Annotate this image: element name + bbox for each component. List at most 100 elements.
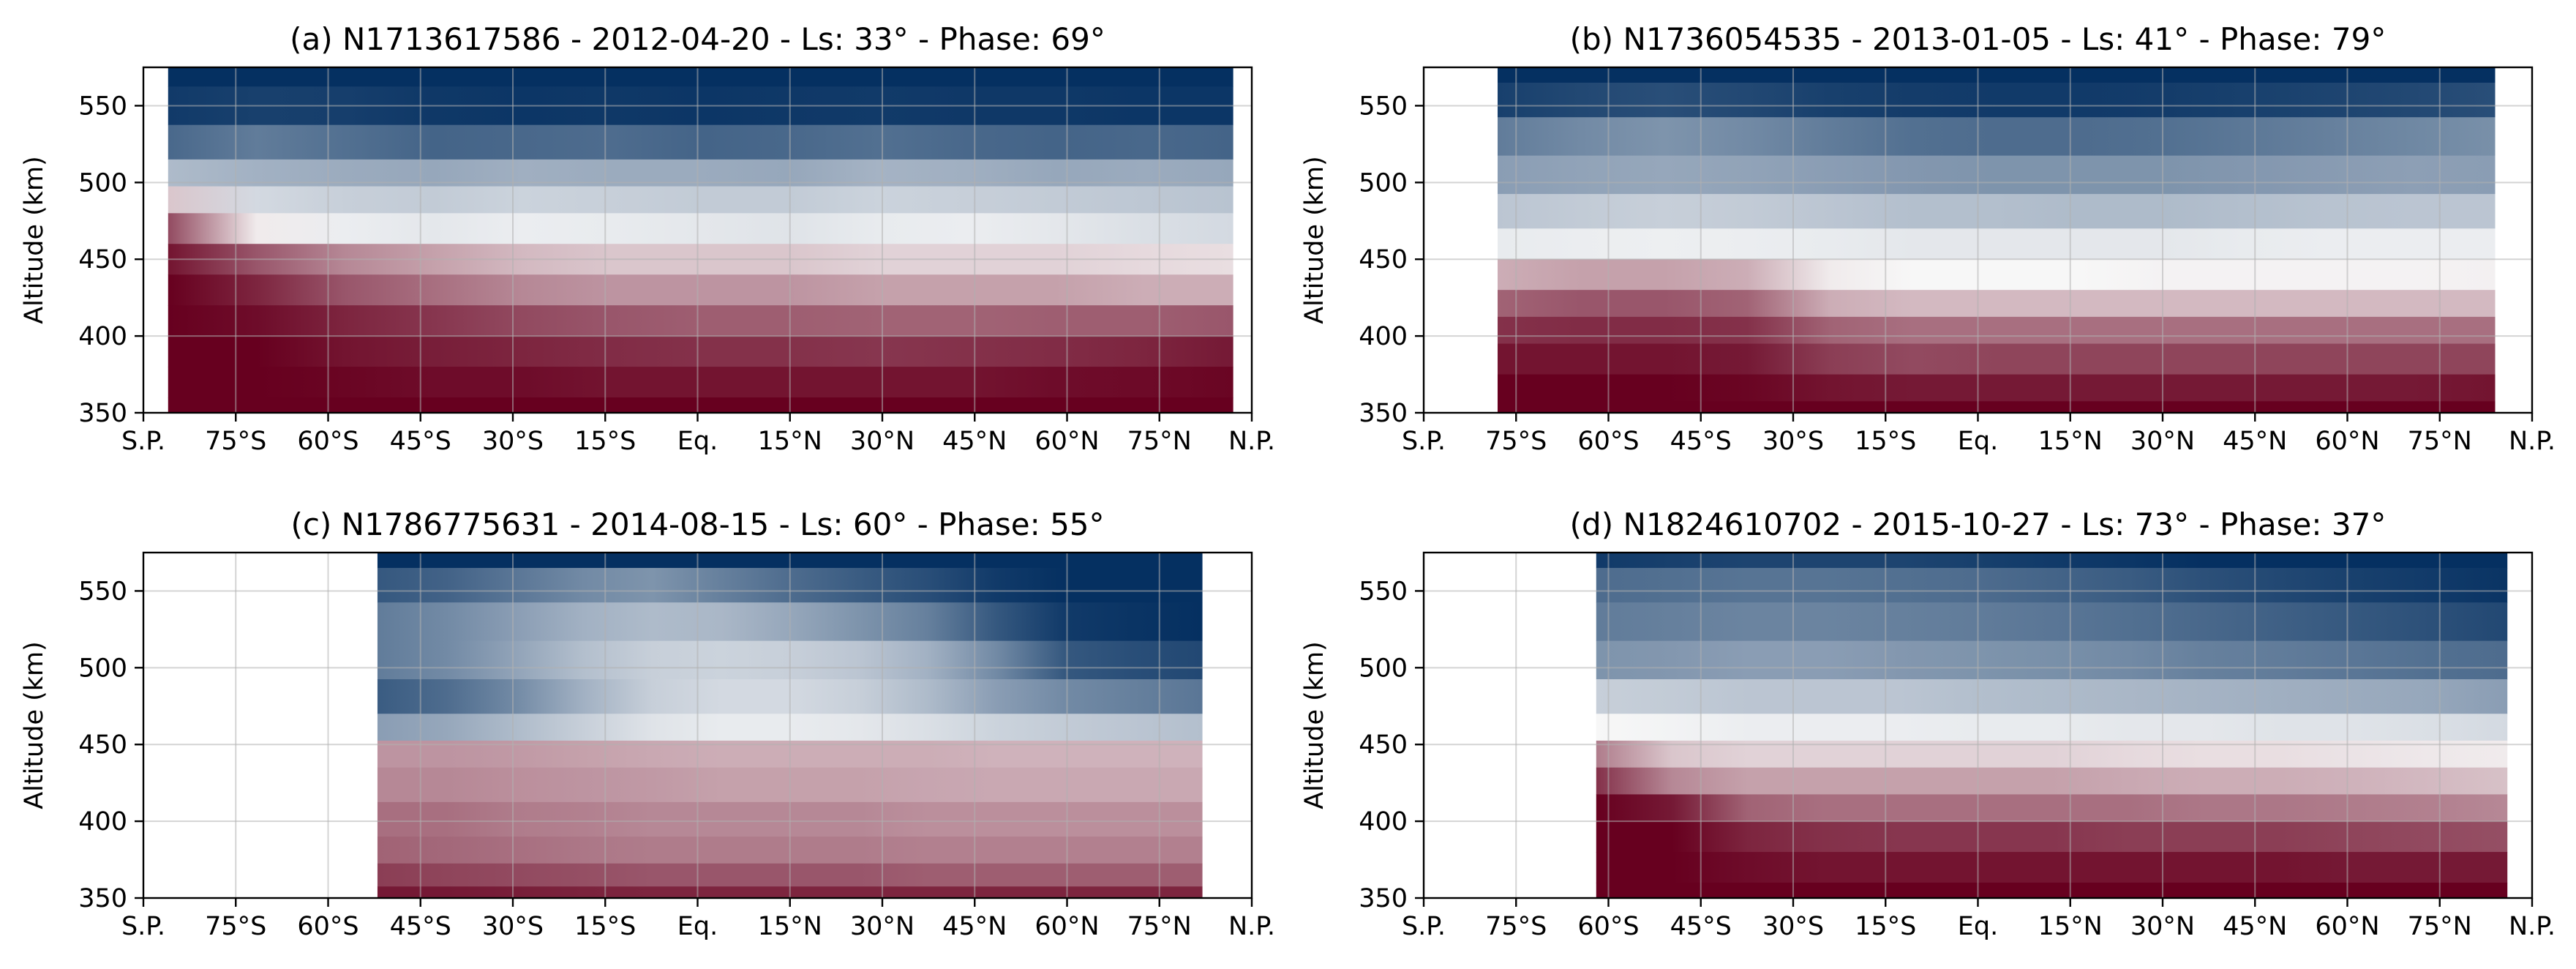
heatmap-band: [1498, 117, 2496, 157]
x-tick-label: N.P.: [2509, 912, 2556, 941]
x-tick-label: 60°S: [297, 912, 358, 941]
x-tick-label: 75°N: [1127, 912, 1192, 941]
x-tick-label: S.P.: [121, 427, 165, 456]
x-tick-label: N.P.: [1228, 912, 1275, 941]
y-tick-label: 400: [78, 322, 127, 351]
heatmap-band: [1596, 883, 2508, 898]
y-tick-label: 350: [1359, 399, 1408, 428]
heatmap-band: [168, 124, 1233, 160]
y-tick-label: 350: [1359, 884, 1408, 913]
y-tick-label: 550: [78, 577, 127, 606]
x-tick-label: 60°S: [297, 427, 358, 456]
heatmap-band: [1498, 194, 2496, 229]
x-tick-label: 60°N: [2315, 912, 2379, 941]
x-tick-label: 45°S: [1670, 427, 1732, 456]
x-tick-label: 15°S: [1855, 427, 1916, 456]
x-tick-label: Eq.: [677, 427, 718, 456]
x-tick-label: 15°S: [574, 912, 636, 941]
heatmap-band: [1498, 316, 2496, 345]
x-tick-label: 45°N: [2223, 912, 2287, 941]
y-tick-label: 500: [1359, 168, 1408, 198]
heatmap: [1498, 67, 2496, 413]
heatmap-band: [1596, 640, 2508, 680]
heatmap-band: [1498, 343, 2496, 375]
x-tick-label: 75°S: [205, 912, 266, 941]
x-tick-label: 45°N: [2223, 427, 2287, 456]
heatmap-band: [168, 213, 1233, 244]
x-tick-label: 75°N: [2408, 912, 2472, 941]
heatmap-band: [168, 367, 1233, 398]
x-tick-label: 30°N: [850, 912, 915, 941]
chart-title: (d) N1824610702 - 2015-10-27 - Ls: 73° -…: [1570, 506, 2387, 542]
heatmap-band: [168, 336, 1233, 367]
heatmap-band: [1596, 767, 2508, 795]
y-axis-label: Altitude (km): [20, 156, 49, 324]
chart-title: (c) N1786775631 - 2014-08-15 - Ls: 60° -…: [290, 506, 1104, 542]
heatmap-band: [168, 67, 1233, 87]
heatmap: [377, 553, 1203, 898]
y-tick-label: 350: [78, 399, 127, 428]
chart-title: (a) N1713617586 - 2012-04-20 - Ls: 33° -…: [290, 21, 1105, 57]
heatmap-band: [1596, 794, 2508, 822]
y-tick-label: 450: [78, 730, 127, 760]
heatmap-band: [1498, 401, 2496, 413]
y-tick-label: 450: [1359, 730, 1408, 760]
x-tick-label: 75°S: [205, 427, 266, 456]
y-tick-label: 500: [78, 168, 127, 198]
x-tick-label: N.P.: [1228, 427, 1275, 456]
x-tick-label: 15°S: [574, 427, 636, 456]
x-tick-label: 75°S: [1485, 427, 1547, 456]
heatmap: [1596, 553, 2508, 898]
heatmap-band: [1498, 290, 2496, 318]
x-tick-label: 15°N: [758, 427, 822, 456]
y-axis-label: Altitude (km): [20, 641, 49, 809]
heatmap-band: [1498, 67, 2496, 83]
y-axis-label: Altitude (km): [1300, 156, 1329, 324]
x-tick-label: 60°S: [1577, 912, 1639, 941]
x-tick-label: 60°N: [2315, 427, 2379, 456]
x-tick-label: 15°S: [1855, 912, 1916, 941]
x-tick-label: 45°N: [942, 427, 1007, 456]
x-tick-label: 15°N: [2038, 427, 2103, 456]
y-tick-label: 450: [1359, 245, 1408, 274]
x-tick-label: 30°N: [2130, 912, 2195, 941]
x-tick-label: 45°S: [390, 427, 451, 456]
x-tick-label: Eq.: [1958, 912, 1998, 941]
y-axis-label: Altitude (km): [1300, 641, 1329, 809]
x-tick-label: 45°S: [390, 912, 451, 941]
heatmap-band: [1596, 852, 2508, 883]
y-tick-label: 500: [78, 654, 127, 683]
x-tick-label: 30°S: [1762, 427, 1824, 456]
panel-1: S.P. 75°S 60°S 45°S 30°S 15°S Eq. 15°N 30°N 45°N 6…: [20, 21, 1275, 456]
y-tick-label: 400: [78, 807, 127, 837]
heatmap-band: [1498, 82, 2496, 118]
heatmap-band: [168, 397, 1233, 413]
y-tick-label: 550: [1359, 91, 1408, 121]
heatmap-band: [168, 186, 1233, 214]
heatmap: [168, 67, 1233, 413]
x-tick-label: Eq.: [677, 912, 718, 941]
x-tick-label: S.P.: [1402, 912, 1446, 941]
x-tick-label: 15°N: [2038, 912, 2103, 941]
x-tick-label: 60°S: [1577, 427, 1639, 456]
heatmap-band: [1596, 714, 2508, 741]
x-tick-label: 60°N: [1034, 912, 1099, 941]
x-tick-label: 30°S: [1762, 912, 1824, 941]
x-tick-label: 30°S: [482, 427, 544, 456]
x-tick-label: N.P.: [2509, 427, 2556, 456]
heatmap-band: [1498, 374, 2496, 402]
y-tick-label: 550: [1359, 577, 1408, 606]
heatmap-band: [1596, 553, 2508, 569]
y-tick-label: 450: [78, 245, 127, 274]
x-tick-label: S.P.: [121, 912, 165, 941]
x-tick-label: Eq.: [1958, 427, 1998, 456]
y-tick-label: 400: [1359, 807, 1408, 837]
heatmap-band: [1498, 228, 2496, 260]
y-tick-label: 500: [1359, 654, 1408, 683]
x-tick-label: 75°S: [1485, 912, 1547, 941]
heatmap-band: [168, 274, 1233, 306]
heatmap-band: [1596, 602, 2508, 642]
x-tick-label: 75°N: [1127, 427, 1192, 456]
x-tick-label: 30°S: [482, 912, 544, 941]
